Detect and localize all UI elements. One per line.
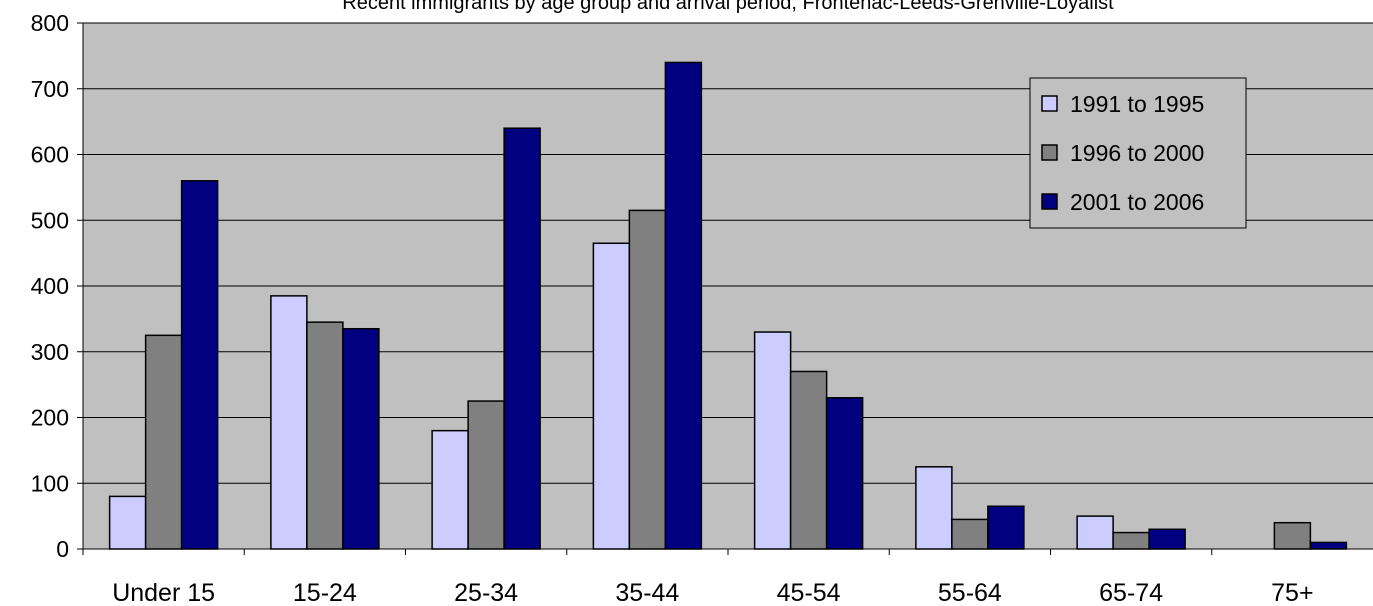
bar xyxy=(1112,531,1150,550)
bar xyxy=(915,466,953,550)
y-tick-label: 700 xyxy=(31,76,69,102)
y-tick-label: 800 xyxy=(31,10,69,36)
x-tick-label: 25-34 xyxy=(454,579,518,606)
bar xyxy=(592,242,631,550)
legend-label: 1996 to 2000 xyxy=(1070,140,1204,166)
y-tick-label: 600 xyxy=(31,142,69,168)
y-tick-label: 0 xyxy=(56,536,69,562)
x-tick-label: 45-54 xyxy=(777,579,841,606)
legend-label: 2001 to 2006 xyxy=(1070,189,1204,215)
bar xyxy=(467,400,505,550)
y-tick-label: 400 xyxy=(31,273,69,299)
x-tick-label: 75+ xyxy=(1271,579,1313,606)
bar xyxy=(1273,521,1312,550)
bar xyxy=(108,495,147,550)
bar xyxy=(270,295,308,550)
legend-swatch xyxy=(1041,193,1058,210)
bar xyxy=(1076,515,1114,550)
x-tick-label: 35-44 xyxy=(615,579,679,606)
bar xyxy=(144,334,183,550)
bar xyxy=(503,127,541,550)
y-tick-label: 100 xyxy=(31,470,69,496)
bar xyxy=(789,370,828,550)
bar xyxy=(342,327,380,550)
y-tick-label: 200 xyxy=(31,405,69,431)
bar xyxy=(987,505,1025,550)
legend-label: 1991 to 1995 xyxy=(1070,91,1204,117)
y-tick-label: 500 xyxy=(31,207,69,233)
bar xyxy=(306,321,344,550)
bar xyxy=(753,331,792,550)
legend-swatch xyxy=(1041,95,1058,112)
x-tick-label: Under 15 xyxy=(112,579,215,606)
x-axis-ticks: Under 15 15-24 25-34 35-44 45-54 55-64 65-74 75… xyxy=(82,549,1314,606)
bar xyxy=(1148,528,1186,550)
bar xyxy=(180,180,219,550)
chart-title: Recent immigrants by age group and arriv… xyxy=(342,0,1114,14)
legend-box xyxy=(1029,77,1247,229)
bar xyxy=(951,518,989,550)
legend-swatch xyxy=(1041,144,1058,161)
bar xyxy=(431,429,469,550)
x-tick-label: 55-64 xyxy=(938,579,1002,606)
y-axis-ticks: 0 100 200 300 400 500 600 700 800 xyxy=(31,10,83,562)
y-tick-label: 300 xyxy=(31,339,69,365)
bar xyxy=(825,397,864,550)
x-tick-label: 65-74 xyxy=(1099,579,1163,606)
legend: 1991 to 1995 1996 to 2000 2001 to 2006 xyxy=(1029,77,1247,229)
bar-series xyxy=(108,61,1348,550)
bar xyxy=(664,61,703,550)
bar xyxy=(628,209,667,550)
x-tick-label: 15-24 xyxy=(293,579,357,606)
bar xyxy=(1309,541,1348,550)
